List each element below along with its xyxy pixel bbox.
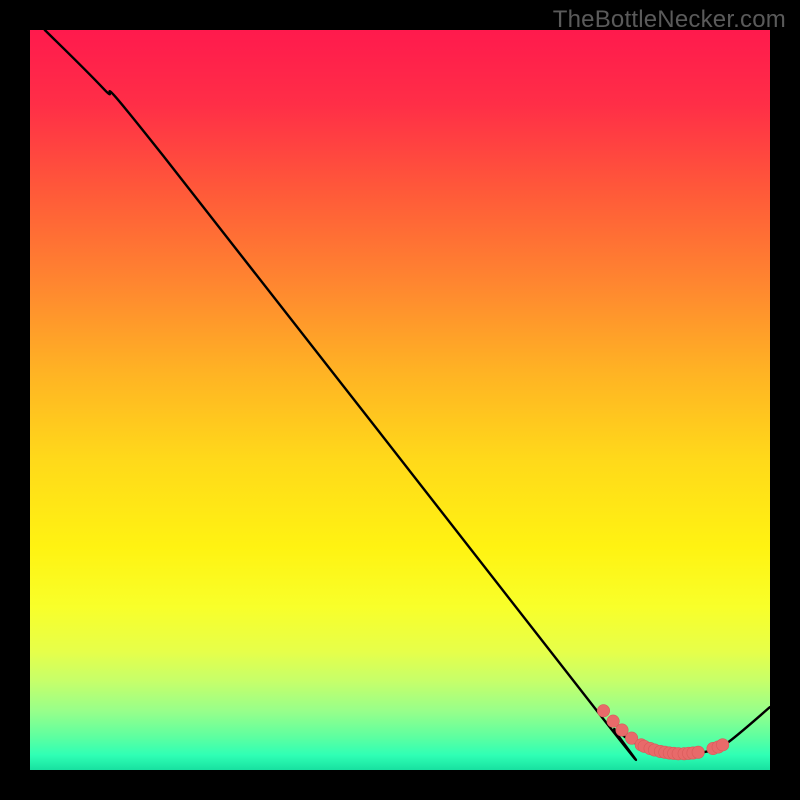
data-marker	[692, 746, 704, 758]
data-marker	[716, 739, 728, 751]
gradient-background	[30, 30, 770, 770]
plot-area	[30, 30, 770, 770]
data-marker	[616, 724, 628, 736]
chart-container: TheBottleNecker.com	[0, 0, 800, 800]
data-marker	[597, 705, 609, 717]
watermark-text: TheBottleNecker.com	[553, 6, 786, 34]
bottleneck-chart	[30, 30, 770, 770]
